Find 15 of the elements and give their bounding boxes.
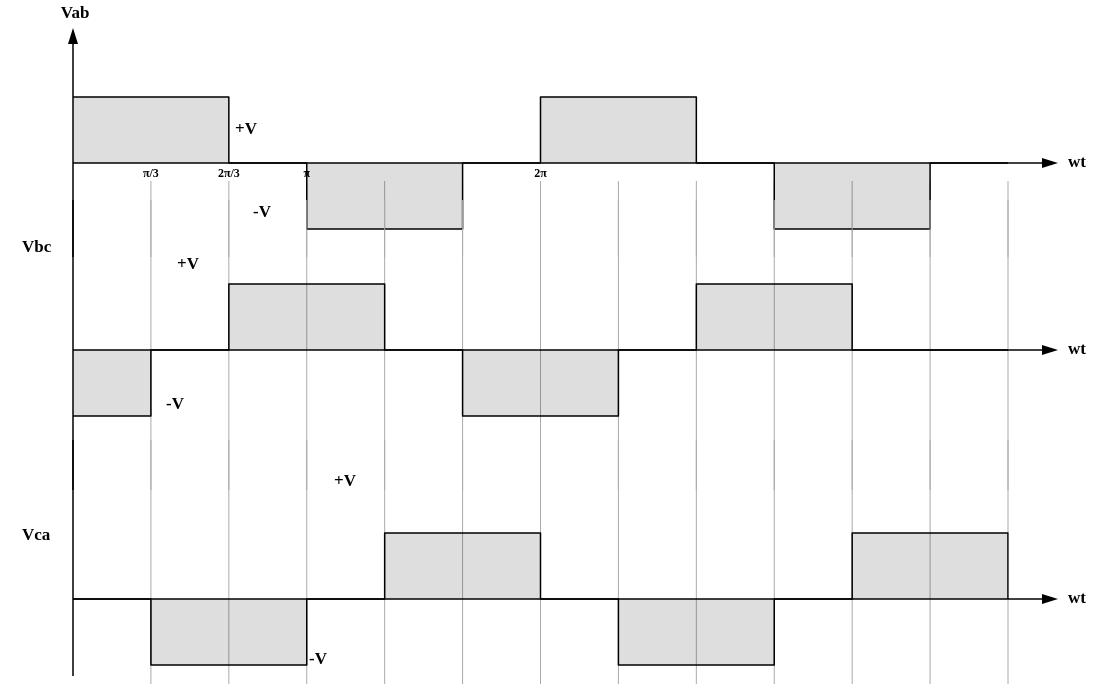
annotation: -V bbox=[309, 649, 328, 669]
y-axis-title: Vca bbox=[22, 525, 51, 545]
annotation: +V bbox=[235, 119, 258, 139]
annotation: -V bbox=[253, 202, 272, 222]
y-axis-title: Vab bbox=[60, 3, 90, 23]
text: +V bbox=[334, 471, 357, 491]
x-tick-label: 2π bbox=[534, 166, 548, 181]
x-tick-label: 2π/3 bbox=[217, 166, 240, 181]
x-tick-label: π/3 bbox=[142, 166, 159, 181]
x-axis-title: wt bbox=[1068, 339, 1087, 359]
text: +V bbox=[177, 254, 200, 274]
x-axis-title: wt bbox=[1068, 152, 1087, 172]
annotation: -V bbox=[166, 394, 185, 414]
x-axis-title: wt bbox=[1068, 588, 1087, 608]
y-axis-title: Vbc bbox=[22, 237, 52, 257]
